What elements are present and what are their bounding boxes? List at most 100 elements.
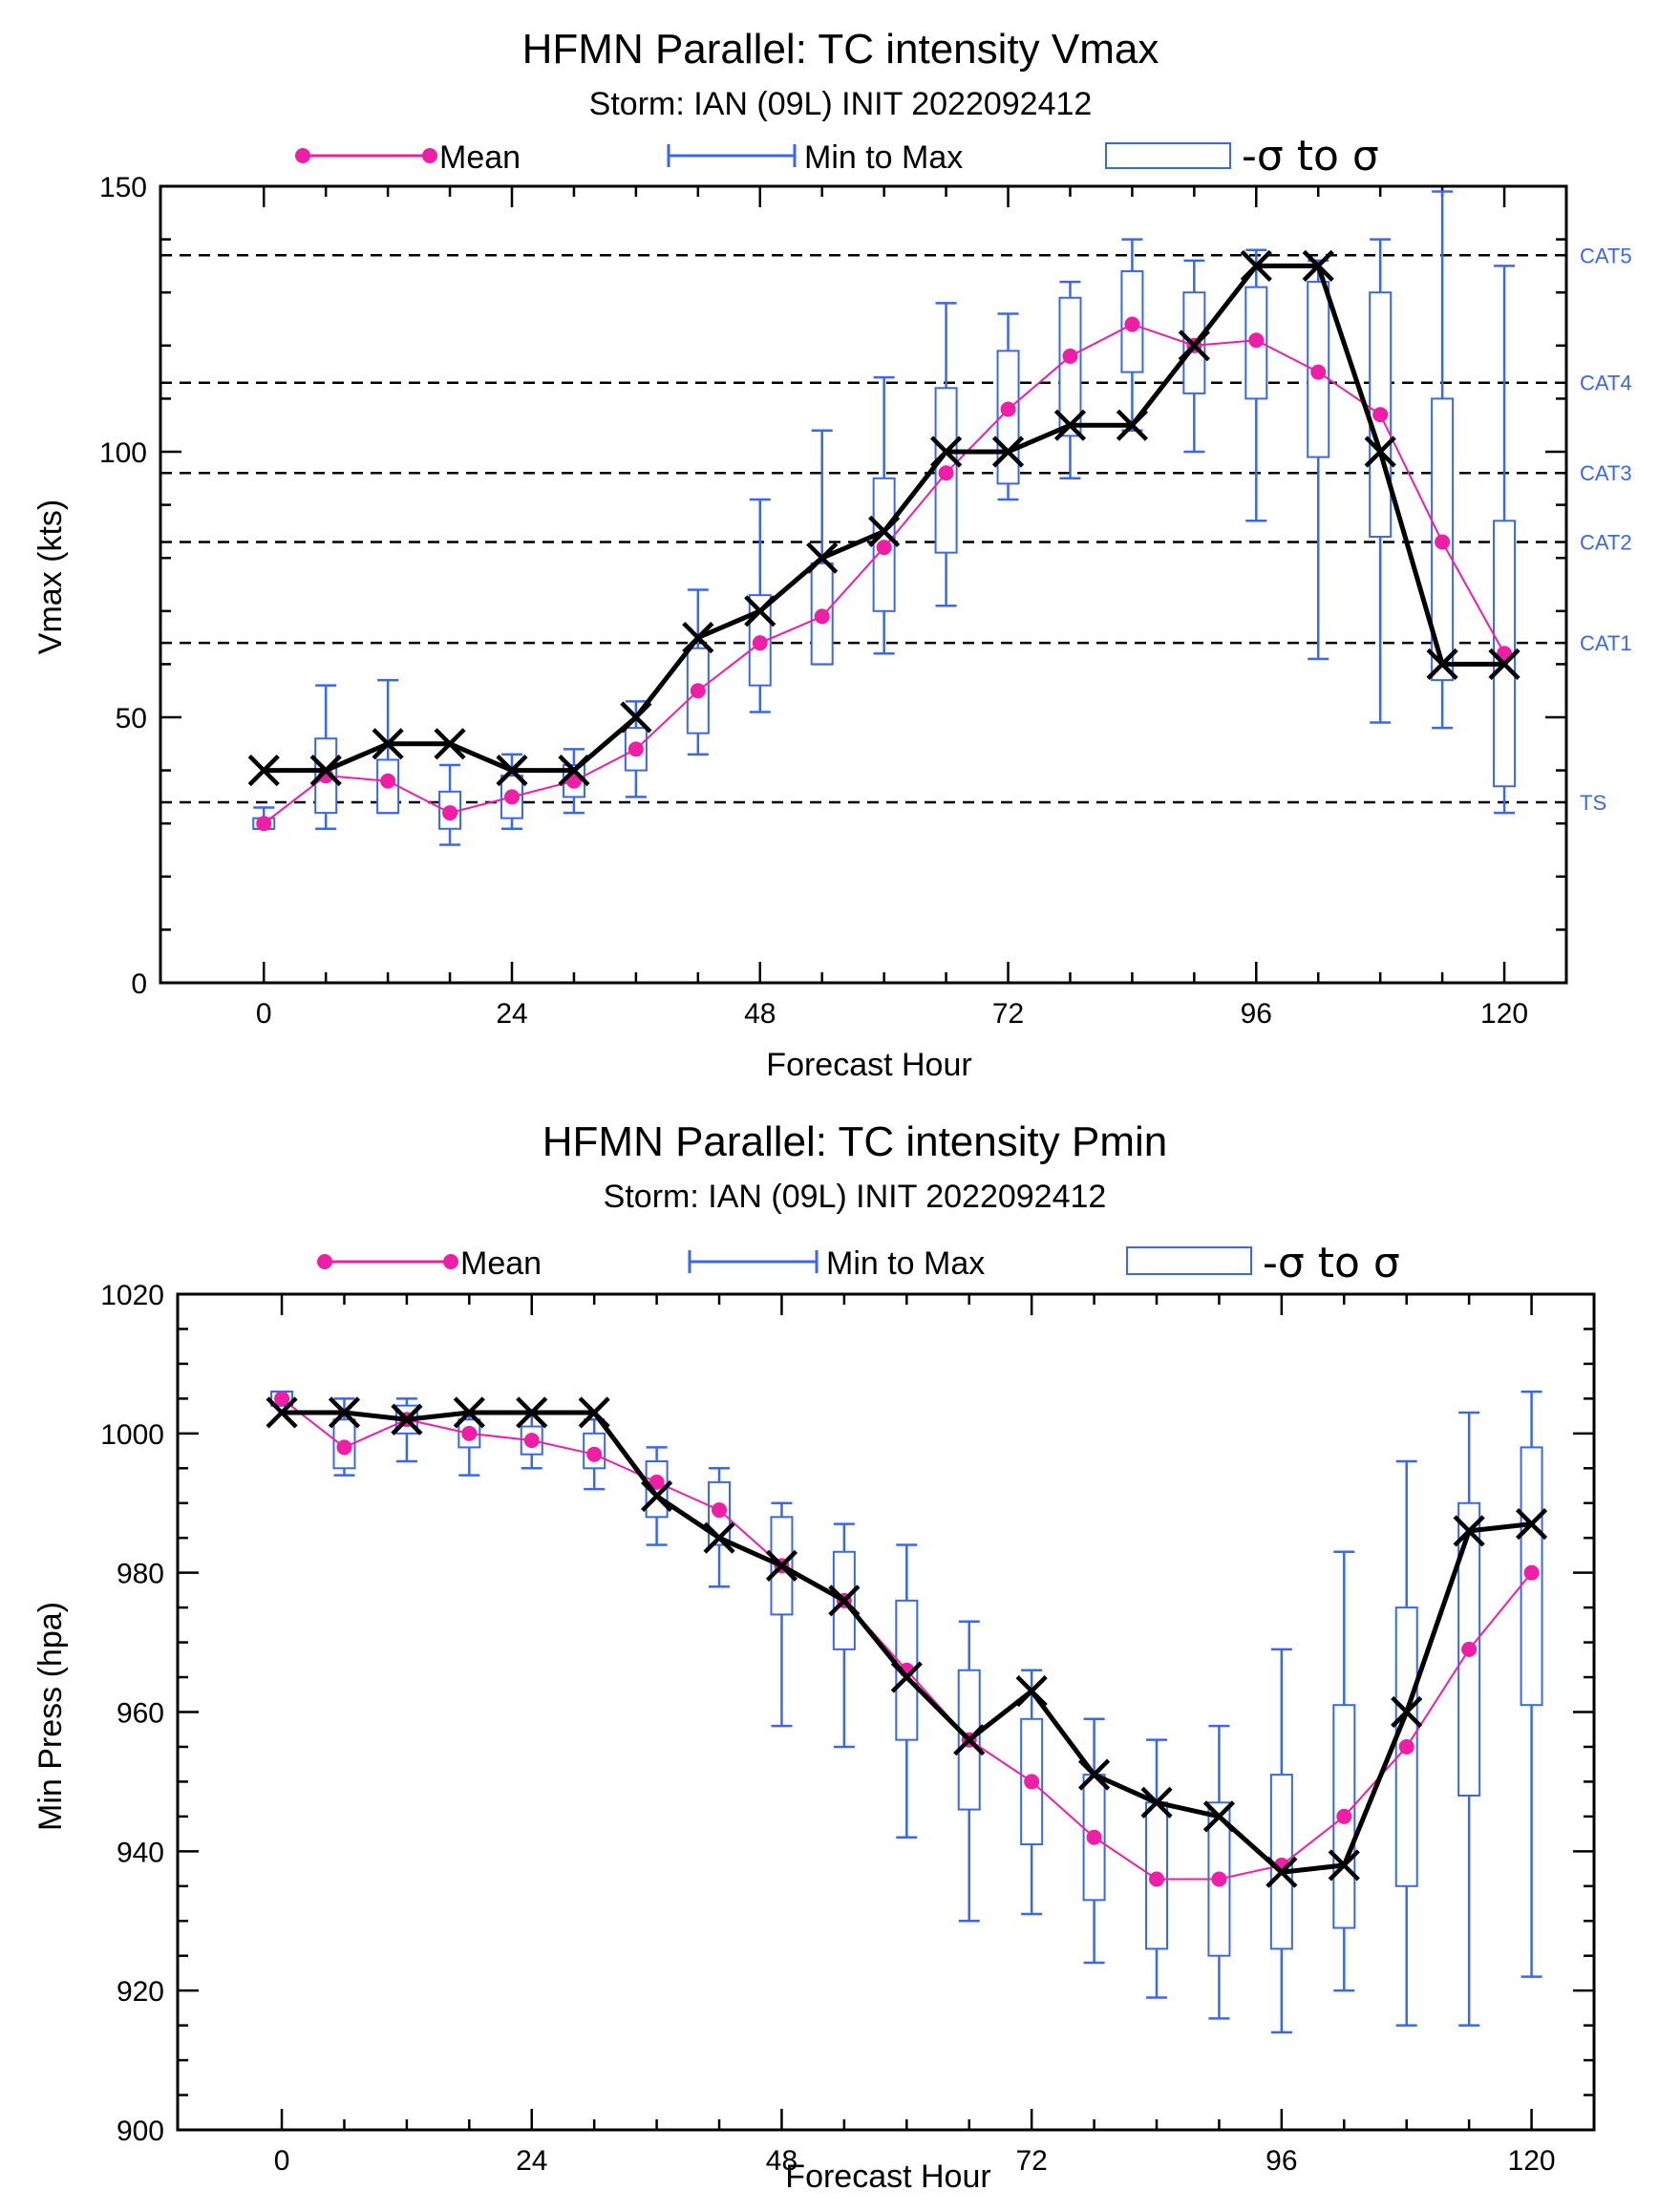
vmax-chart-title: HFMN Parallel: TC intensity Vmax — [522, 26, 1159, 73]
mean-point — [1024, 1774, 1040, 1790]
official-forecast-point — [1364, 436, 1396, 468]
official-forecast-point — [1015, 1675, 1048, 1708]
official-forecast-point — [434, 728, 466, 760]
mean-point — [712, 1502, 728, 1519]
x-tick-label: 120 — [1508, 2145, 1556, 2177]
official-forecast-point-stroke — [453, 1396, 485, 1429]
official-forecast-point-stroke — [953, 1724, 986, 1756]
official-forecast-point-stroke — [1015, 1675, 1048, 1708]
y-tick-label: 960 — [117, 1698, 164, 1730]
mean-point — [504, 789, 520, 805]
mean-point — [461, 1425, 478, 1441]
official-forecast-point — [991, 436, 1025, 468]
official-forecast-point-stroke — [1488, 648, 1521, 680]
x-tick-label: 0 — [256, 998, 272, 1030]
official-forecast-point-stroke — [266, 1396, 298, 1429]
official-forecast-point — [516, 1396, 548, 1429]
official-forecast-point-stroke — [828, 1585, 861, 1617]
official-forecast-point-stroke — [578, 1396, 610, 1429]
official-forecast-point — [1116, 409, 1149, 441]
legend-sigma-box — [1105, 142, 1231, 169]
official-forecast-point — [309, 755, 342, 787]
x-tick-label: 48 — [744, 998, 776, 1030]
mean-point — [274, 1391, 290, 1407]
official-forecast-point-stroke — [434, 728, 466, 760]
official-forecast-point-stroke — [1364, 436, 1396, 468]
vmax-x-axis-label: Forecast Hour — [766, 1047, 971, 1083]
x-tick-label: 24 — [496, 998, 527, 1030]
category-label: CAT4 — [1580, 372, 1632, 395]
mean-point — [649, 1474, 665, 1490]
y-tick-label: 100 — [99, 437, 147, 469]
pmin-chart: HFMN Parallel: TC intensity Pmin Storm: … — [32, 1118, 1596, 2195]
official-forecast-point — [1515, 1508, 1548, 1541]
official-forecast-point — [1328, 1849, 1360, 1882]
mean-point — [1149, 1871, 1165, 1887]
official-forecast-point-stroke — [744, 595, 776, 627]
official-forecast-point — [620, 701, 652, 734]
legend-mean-marker — [317, 1254, 332, 1269]
legend-range-label: Min to Max — [804, 139, 963, 176]
official-forecast-point — [682, 622, 714, 654]
official-forecast-point — [1391, 1695, 1423, 1729]
official-forecast-point — [1488, 648, 1521, 680]
official-forecast-point-stroke — [1116, 409, 1149, 441]
official-forecast-point — [765, 1549, 798, 1582]
official-forecast-point — [806, 542, 839, 574]
official-forecast-point-stroke — [1391, 1695, 1423, 1729]
pmin-chart-title: HFMN Parallel: TC intensity Pmin — [542, 1118, 1167, 1165]
official-forecast-point-stroke — [1426, 648, 1458, 680]
official-forecast-point — [266, 1396, 298, 1429]
official-forecast-point — [953, 1724, 986, 1756]
legend-sigma-label: -σ to σ — [1263, 1239, 1400, 1287]
official-forecast-point-stroke — [247, 755, 280, 787]
legend-sigma-box — [1126, 1246, 1252, 1275]
y-tick-label: 50 — [116, 703, 147, 734]
y-tick-label: 0 — [131, 968, 147, 1000]
official-forecast-point-stroke — [1240, 249, 1272, 282]
mean-point — [1124, 316, 1140, 332]
legend-range-label: Min to Max — [826, 1245, 985, 1282]
y-tick-label: 900 — [117, 2116, 164, 2147]
official-forecast-point-stroke — [991, 436, 1025, 468]
official-forecast-point — [703, 1521, 735, 1554]
pmin-legend: Mean Min to Max -σ to σ — [317, 1239, 1400, 1287]
legend-mean-label: Mean — [460, 1245, 542, 1282]
official-forecast-point — [641, 1479, 673, 1513]
official-forecast-point-stroke — [641, 1479, 673, 1513]
mean-point — [1211, 1871, 1227, 1887]
official-forecast-point-stroke — [620, 701, 652, 734]
official-forecast-point — [868, 515, 901, 547]
mean-point — [256, 816, 272, 832]
official-forecast-point — [453, 1396, 485, 1429]
official-forecast-point-stroke — [309, 755, 342, 787]
official-forecast-point-stroke — [1328, 1849, 1360, 1882]
official-forecast-point — [247, 755, 280, 787]
official-forecast-point — [1453, 1515, 1485, 1547]
official-forecast-point — [328, 1396, 361, 1429]
x-tick-label: 48 — [766, 2145, 797, 2177]
official-forecast-point-stroke — [765, 1549, 798, 1582]
plot-frame — [159, 184, 1568, 985]
y-tick-label: 1020 — [100, 1280, 164, 1311]
mean-point — [1523, 1564, 1540, 1581]
mean-point — [1461, 1641, 1478, 1657]
official-forecast-point-stroke — [328, 1396, 361, 1429]
official-forecast-point-stroke — [1178, 330, 1210, 362]
official-forecast-point — [890, 1661, 923, 1693]
official-forecast-point-stroke — [516, 1396, 548, 1429]
official-forecast-point — [1240, 249, 1272, 282]
official-forecast-point-stroke — [929, 436, 963, 468]
official-forecast-point — [391, 1403, 423, 1436]
official-forecast-point — [744, 595, 776, 627]
category-label: CAT5 — [1580, 244, 1632, 267]
x-tick-label: 72 — [1015, 2145, 1047, 2177]
pmin-x-axis-label: Forecast Hour — [785, 2159, 990, 2195]
official-forecast-point — [1302, 249, 1334, 282]
mean-point — [1000, 401, 1016, 417]
official-forecast-point-stroke — [391, 1403, 423, 1436]
mean-point — [690, 683, 706, 699]
vmax-chart-subtitle: Storm: IAN (09L) INIT 2022092412 — [589, 86, 1093, 122]
x-tick-label: 24 — [516, 2145, 547, 2177]
official-forecast-point — [1140, 1786, 1173, 1819]
